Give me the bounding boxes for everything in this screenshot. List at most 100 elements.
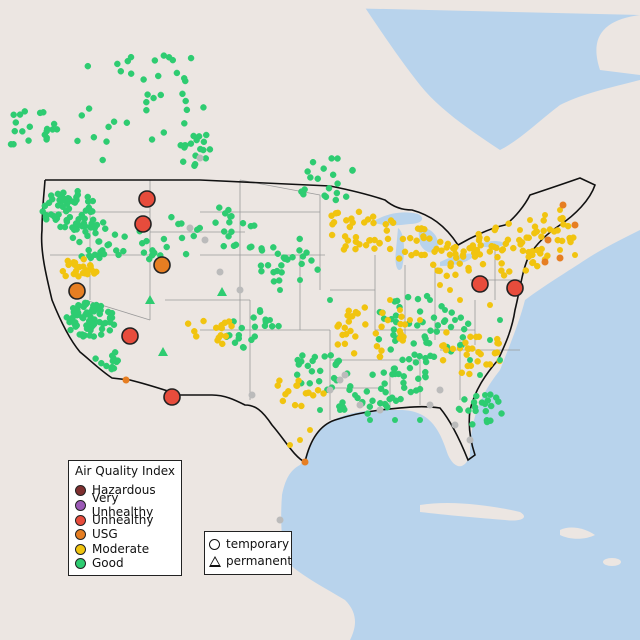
monitor-dot	[168, 213, 175, 221]
monitor-dot	[87, 262, 94, 270]
no-data-dot	[466, 436, 474, 444]
monitor-dot	[190, 232, 198, 240]
monitor-dot	[43, 136, 50, 143]
monitor-dot	[110, 118, 118, 125]
monitor-dot	[219, 340, 226, 348]
monitor-dot	[111, 231, 119, 238]
newfoundland-land	[600, 164, 640, 222]
monitor-dot	[85, 246, 92, 254]
monitor-dot	[127, 53, 135, 61]
no-data-dot	[186, 224, 194, 232]
monitor-dot	[74, 187, 81, 195]
monitor-dot	[483, 235, 491, 243]
monitor-dot	[246, 244, 254, 251]
monitor-dot	[366, 237, 374, 244]
monitor-dot	[456, 260, 463, 267]
puerto-rico-land	[603, 558, 621, 566]
monitor-dot	[251, 323, 259, 331]
monitor-dot	[517, 227, 523, 233]
monitor-dot	[279, 397, 287, 405]
monitor-dot	[422, 335, 429, 343]
monitor-dot	[98, 359, 105, 367]
monitor-dot	[540, 217, 547, 224]
monitor-dot	[406, 364, 414, 372]
monitor-dot	[99, 247, 106, 254]
monitor-dot	[334, 180, 341, 187]
monitor-dot	[16, 111, 24, 118]
monitor-dot	[314, 175, 322, 182]
monitor-dot	[307, 427, 313, 433]
monitor-dot	[91, 270, 98, 277]
monitor-dot	[457, 342, 463, 348]
monitor-dot	[296, 235, 303, 243]
hispaniola-land	[560, 527, 595, 539]
monitor-dot	[163, 243, 170, 251]
monitor-dot	[397, 307, 403, 313]
monitor-dot	[212, 219, 219, 226]
monitor-dot	[478, 399, 486, 406]
monitor-dot	[202, 155, 210, 162]
monitor-dot	[82, 228, 89, 235]
monitor-dot	[268, 323, 276, 330]
monitor-dot	[309, 158, 317, 166]
monitor-dot	[506, 268, 513, 275]
monitor-dot	[498, 267, 505, 274]
monitor-dot	[406, 234, 414, 242]
monitor-dot	[437, 238, 444, 246]
monitor-dot	[200, 138, 208, 146]
monitor-dot	[525, 234, 532, 242]
no-data-dot	[326, 386, 334, 394]
monitor-dot	[482, 407, 490, 415]
major-monitor-circle	[121, 327, 139, 345]
monitor-dot	[425, 340, 433, 347]
monitor-dot	[321, 192, 328, 199]
usg-dot	[571, 221, 579, 229]
no-data-dot	[216, 268, 224, 276]
monitor-dot	[405, 356, 413, 363]
legend-item-good: Good	[75, 556, 124, 570]
monitor-dot	[10, 111, 17, 119]
monitor-dot	[178, 220, 185, 227]
monitor-dot	[420, 234, 428, 242]
monitor-dot	[70, 226, 78, 234]
monitor-dot	[306, 380, 314, 387]
monitor-dot	[426, 235, 433, 242]
monitor-dot	[297, 277, 303, 283]
monitor-dot	[347, 383, 354, 390]
monitor-dot	[334, 209, 342, 217]
monitor-dot	[458, 369, 466, 377]
unhealthy-swatch-icon	[75, 514, 86, 526]
monitor-dot	[341, 324, 349, 332]
monitor-dot	[434, 267, 441, 274]
monitor-dot	[74, 137, 81, 145]
monitor-dot	[80, 255, 87, 263]
monitor-dot	[572, 252, 578, 258]
monitor-dot	[437, 282, 443, 288]
monitor-dot	[564, 222, 572, 230]
legend-label: Good	[92, 556, 124, 570]
monitor-dot	[387, 217, 395, 224]
monitor-dot	[377, 385, 385, 393]
usg-dot	[541, 258, 549, 266]
monitor-dot	[275, 322, 282, 330]
monitor-dot	[330, 219, 338, 226]
no-data-dot	[376, 406, 384, 414]
monitor-dot	[421, 226, 428, 233]
monitor-dot	[108, 365, 115, 373]
monitor-dot	[235, 335, 243, 342]
monitor-dot	[447, 287, 453, 293]
monitor-dot	[473, 392, 480, 400]
monitor-dot	[257, 262, 265, 269]
monitor-dot	[96, 318, 103, 326]
monitor-dot	[298, 188, 305, 195]
monitor-dot	[495, 398, 502, 405]
monitor-dot	[57, 223, 64, 231]
monitor-dot	[74, 220, 81, 228]
monitor-dot	[303, 249, 310, 256]
monitor-dot	[251, 333, 259, 340]
monitor-dot	[487, 417, 494, 424]
monitor-dot	[376, 353, 384, 360]
monitor-dot	[499, 246, 507, 253]
monitor-dot	[206, 146, 214, 153]
monitor-dot	[487, 391, 494, 398]
